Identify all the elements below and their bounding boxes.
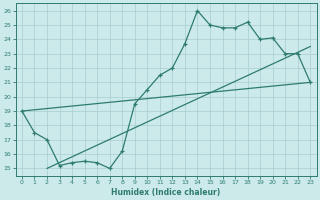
X-axis label: Humidex (Indice chaleur): Humidex (Indice chaleur) bbox=[111, 188, 221, 197]
